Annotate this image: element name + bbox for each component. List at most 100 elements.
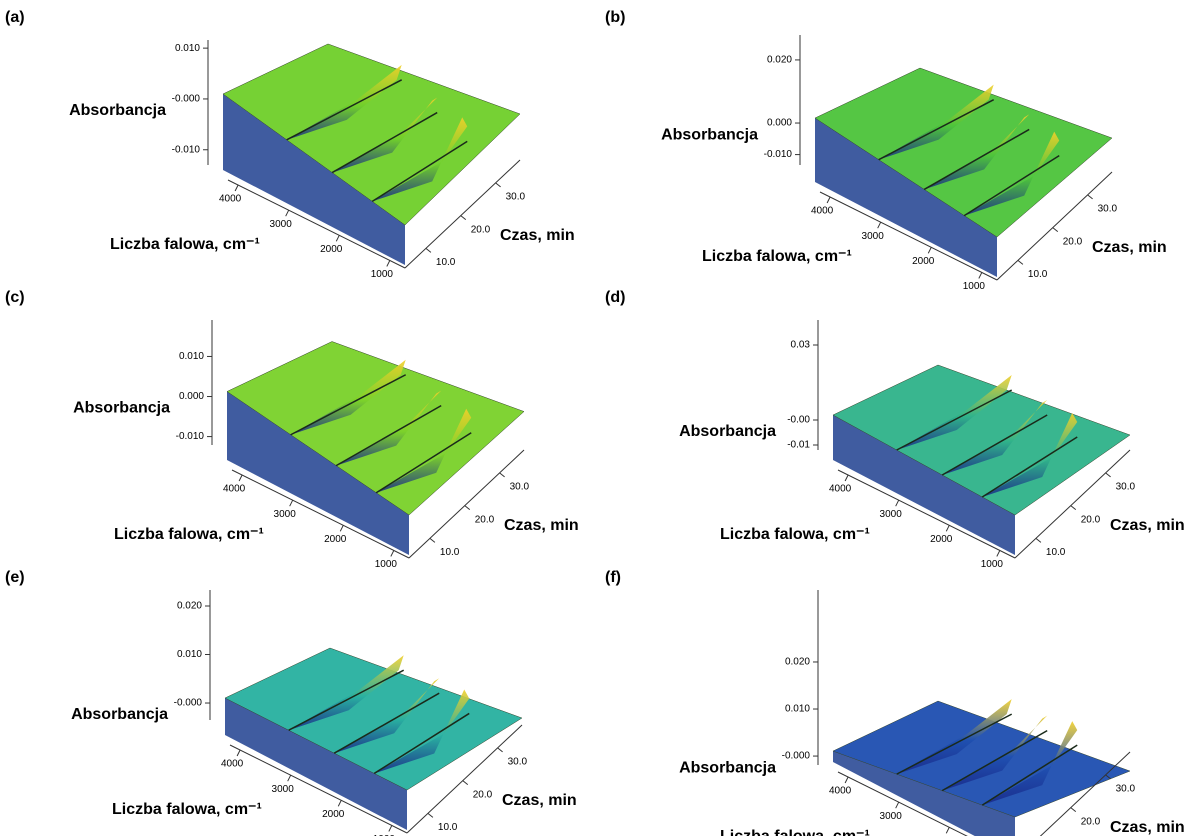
surface [226, 341, 525, 516]
panel-label: (f) [605, 569, 621, 586]
y-tick-label: 10.0 [440, 547, 460, 558]
x-axis-label: Liczba falowa, cm⁻¹ [720, 828, 870, 836]
x-axis [227, 179, 406, 269]
y-axis [1014, 449, 1131, 559]
surface [222, 43, 521, 226]
y-tick [1035, 537, 1042, 543]
y-tick [499, 472, 505, 478]
x-tick-label: 3000 [880, 509, 903, 520]
panel-label: (e) [5, 569, 25, 586]
x-tick [895, 801, 900, 809]
x-tick-label: 2000 [912, 256, 935, 267]
x-axis [837, 771, 968, 836]
z-tick-label: -0.00 [787, 415, 810, 426]
y-tick-label: 20.0 [1063, 236, 1083, 247]
y-axis [406, 724, 523, 834]
x-tick-label: 3000 [272, 784, 295, 795]
x-tick-label: 4000 [223, 484, 246, 495]
surface [814, 67, 1113, 238]
x-axis-label: Liczba falowa, cm⁻¹ [110, 236, 260, 253]
z-tick-label: -0.000 [782, 751, 811, 762]
surface-line [373, 712, 470, 775]
z-tick-label: 0.000 [767, 118, 792, 129]
y-axis-label: Czas, min [1092, 239, 1167, 256]
y-axis-label: Czas, min [504, 517, 579, 534]
x-axis-label: Liczba falowa, cm⁻¹ [112, 801, 262, 818]
y-tick-label: 10.0 [436, 257, 456, 268]
surface-line [335, 404, 442, 467]
surface-line [941, 414, 1048, 476]
panel-label: (c) [5, 289, 25, 306]
x-tick-label: 4000 [219, 194, 242, 205]
y-tick [1052, 227, 1059, 233]
x-tick [287, 774, 292, 782]
x-tick [337, 800, 342, 807]
surface-line [923, 128, 1030, 191]
y-tick [1105, 472, 1111, 478]
x-tick [826, 196, 831, 204]
x-tick-label: 1000 [963, 281, 986, 292]
surface-line [375, 432, 472, 494]
y-axis [404, 159, 521, 269]
x-tick [386, 260, 391, 267]
x-axis [819, 191, 998, 281]
surface-side [225, 698, 407, 830]
z-tick-label: -0.010 [172, 144, 201, 155]
x-tick [996, 550, 1001, 557]
z-tick-label: 0.010 [177, 649, 202, 660]
y-tick-label: 20.0 [1081, 816, 1101, 827]
surface-line [333, 692, 440, 754]
surface-side [223, 93, 405, 266]
x-axis [837, 469, 1016, 559]
y-axis-label: Czas, min [1110, 517, 1185, 534]
y-tick [1105, 774, 1111, 780]
y-tick-label: 30.0 [508, 757, 528, 768]
z-axis-label: Absorbancja [73, 400, 170, 417]
x-tick [390, 550, 395, 557]
z-axis-label: Absorbancja [679, 423, 776, 440]
x-tick-label: 2000 [320, 244, 343, 255]
x-tick-label: 3000 [862, 231, 885, 242]
x-tick-label: 4000 [811, 206, 834, 217]
x-tick [335, 235, 340, 242]
x-tick [234, 184, 239, 192]
x-tick-label: 3000 [274, 509, 297, 520]
y-tick [429, 537, 436, 543]
z-tick-label: -0.01 [787, 440, 810, 451]
x-tick-label: 1000 [981, 559, 1004, 570]
y-tick-label: 10.0 [1028, 269, 1048, 280]
z-tick-label: 0.000 [179, 391, 204, 402]
y-tick [495, 182, 501, 188]
surface-ridge [964, 131, 1060, 216]
y-tick-label: 20.0 [471, 224, 491, 235]
y-tick [427, 812, 434, 818]
x-axis [231, 469, 410, 559]
panel-label: (d) [605, 289, 625, 306]
surface-ridge [982, 721, 1078, 806]
x-tick-label: 2000 [324, 534, 347, 545]
x-tick [339, 525, 344, 532]
y-tick [1070, 807, 1077, 813]
x-axis-label: Liczba falowa, cm⁻¹ [114, 526, 264, 543]
x-tick [877, 221, 882, 229]
surface-line [286, 79, 403, 141]
panel-label: (a) [5, 9, 25, 26]
x-tick-label: 4000 [221, 759, 244, 770]
x-tick [844, 776, 849, 784]
x-tick [945, 827, 950, 834]
y-tick [462, 780, 469, 786]
y-tick [1017, 259, 1024, 265]
y-tick [425, 247, 432, 253]
surface [224, 647, 523, 791]
y-tick [497, 747, 503, 753]
surface-side [227, 391, 409, 555]
surface-ridge [376, 408, 472, 493]
surface-ridge [982, 413, 1078, 497]
z-tick-label: 0.020 [767, 55, 792, 66]
z-axis-label: Absorbancja [71, 706, 168, 723]
surface-line [896, 389, 1013, 451]
y-tick-label: 30.0 [1116, 784, 1136, 795]
x-tick-label: 4000 [829, 484, 852, 495]
x-tick [236, 749, 241, 757]
